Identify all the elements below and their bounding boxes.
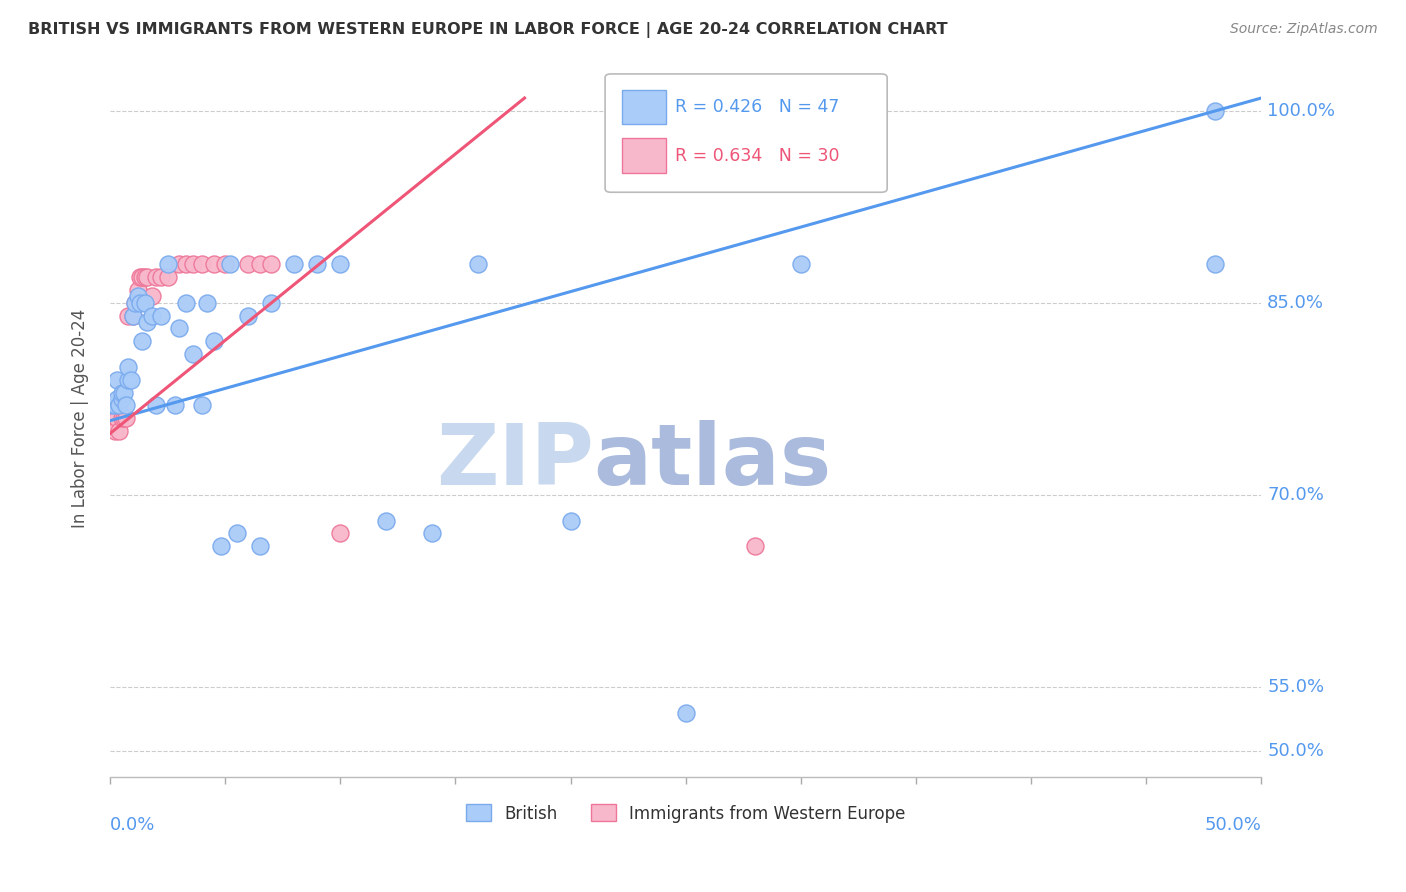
Point [260,296,283,310]
Point [467,257,489,271]
Point [135,270,157,285]
Point [117,359,139,374]
Point [131,270,153,285]
Point [105,392,128,406]
Point [174,257,197,271]
Point [134,270,156,285]
Text: R = 0.426   N = 47: R = 0.426 N = 47 [675,98,839,116]
Point [145,398,167,412]
Point [135,315,157,329]
Point [790,257,813,271]
Point [129,296,152,310]
Point [108,424,131,438]
Text: 50.0%: 50.0% [1267,742,1324,760]
Text: 0.0%: 0.0% [110,816,156,834]
Point [675,706,697,720]
FancyBboxPatch shape [605,74,887,193]
Point [149,270,172,285]
Text: 55.0%: 55.0% [1267,678,1324,696]
Point [181,257,204,271]
Point [117,373,139,387]
Point [141,289,163,303]
Point [122,309,145,323]
Point [307,257,329,271]
Point [127,289,149,303]
Point [167,257,190,271]
Point [110,385,132,400]
Text: BRITISH VS IMMIGRANTS FROM WESTERN EUROPE IN LABOR FORCE | AGE 20-24 CORRELATION: BRITISH VS IMMIGRANTS FROM WESTERN EUROP… [28,22,948,38]
Point [122,309,145,323]
Point [209,539,232,553]
Text: 50.0%: 50.0% [1205,816,1261,834]
Point [181,347,204,361]
Point [202,257,225,271]
Point [422,526,444,541]
Point [238,257,260,271]
Point [202,334,225,349]
Point [195,296,218,310]
Point [214,257,236,271]
Point [124,296,146,310]
Point [115,411,138,425]
Point [101,398,124,412]
Point [131,334,153,349]
Text: 85.0%: 85.0% [1267,293,1324,312]
Y-axis label: In Labor Force | Age 20-24: In Labor Force | Age 20-24 [72,309,89,528]
Point [329,526,352,541]
Point [375,514,398,528]
Point [112,385,135,400]
Text: ZIP: ZIP [436,419,593,502]
Point [134,296,156,310]
Bar [623,138,666,173]
Point [105,411,128,425]
Point [104,398,127,412]
Point [129,270,152,285]
Point [127,283,149,297]
Point [225,526,247,541]
Point [191,398,214,412]
Point [112,411,135,425]
Text: atlas: atlas [593,419,832,502]
Point [115,398,138,412]
Point [249,257,271,271]
Point [1204,103,1226,118]
Bar [623,90,666,124]
Point [108,398,131,412]
Text: 70.0%: 70.0% [1267,486,1324,504]
Point [329,257,352,271]
Point [260,257,283,271]
Point [110,392,132,406]
Point [167,321,190,335]
Text: 100.0%: 100.0% [1267,102,1336,120]
Point [174,296,197,310]
Point [120,373,142,387]
Point [249,539,271,553]
Point [283,257,305,271]
Point [105,373,128,387]
Point [117,309,139,323]
Legend: British, Immigrants from Western Europe: British, Immigrants from Western Europe [460,797,912,830]
Point [141,309,163,323]
Point [104,424,127,438]
Point [163,398,186,412]
Point [145,270,167,285]
Point [560,514,582,528]
Point [218,257,240,271]
Point [156,270,179,285]
Point [744,539,766,553]
Point [156,257,179,271]
Point [191,257,214,271]
Point [124,296,146,310]
Point [101,398,124,412]
Text: Source: ZipAtlas.com: Source: ZipAtlas.com [1230,22,1378,37]
Point [238,309,260,323]
Point [149,309,172,323]
Point [1204,257,1226,271]
Point [110,411,132,425]
Text: R = 0.634   N = 30: R = 0.634 N = 30 [675,146,839,165]
